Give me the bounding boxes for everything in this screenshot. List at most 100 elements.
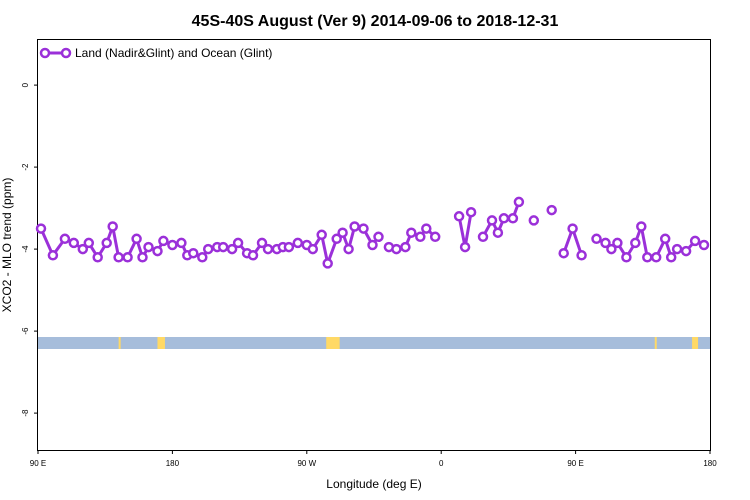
data-point bbox=[358, 223, 369, 234]
x-tick-label: 90 E bbox=[30, 459, 46, 468]
data-point bbox=[77, 243, 89, 255]
land-patch bbox=[118, 337, 121, 349]
data-point bbox=[152, 245, 163, 257]
data-point bbox=[513, 196, 525, 208]
data-point bbox=[486, 215, 498, 226]
data-point bbox=[107, 221, 118, 232]
data-point bbox=[630, 237, 641, 249]
x-tick-label: 90 E bbox=[567, 459, 583, 468]
data-point bbox=[606, 243, 617, 255]
data-point bbox=[331, 233, 342, 245]
data-point bbox=[650, 252, 662, 263]
y-tick-label: -6 bbox=[21, 327, 30, 335]
data-point bbox=[343, 243, 354, 255]
data-point bbox=[59, 233, 71, 245]
data-point bbox=[621, 252, 632, 263]
data-point bbox=[507, 213, 519, 224]
data-point bbox=[465, 206, 477, 218]
y-tick-label: -8 bbox=[21, 409, 30, 417]
land-patch bbox=[326, 337, 340, 349]
data-point bbox=[665, 252, 677, 263]
plot-border bbox=[37, 39, 711, 451]
land-patch bbox=[692, 337, 699, 349]
data-point bbox=[292, 237, 304, 249]
data-point bbox=[492, 227, 504, 238]
data-point bbox=[283, 241, 295, 253]
data-point bbox=[567, 223, 578, 234]
data-point bbox=[349, 221, 360, 232]
x-tick-label: 0 bbox=[439, 459, 444, 468]
data-point bbox=[528, 215, 540, 226]
series-layer bbox=[35, 196, 710, 269]
data-point bbox=[477, 231, 489, 243]
ocean-band bbox=[38, 337, 710, 349]
plot-area bbox=[37, 39, 711, 451]
data-point bbox=[176, 237, 187, 249]
data-point bbox=[137, 252, 148, 263]
data-point bbox=[546, 204, 557, 216]
data-point bbox=[113, 252, 124, 263]
y-tick-label: -4 bbox=[21, 245, 30, 253]
data-point bbox=[188, 247, 199, 259]
data-point bbox=[158, 235, 169, 247]
data-point bbox=[698, 239, 710, 251]
data-point bbox=[429, 231, 441, 243]
data-point bbox=[636, 221, 647, 232]
data-point bbox=[642, 252, 653, 263]
y-axis-label: XCO2 - MLO trend (ppm) bbox=[0, 178, 14, 313]
data-point bbox=[391, 243, 402, 255]
legend: Land (Nadir&Glint) and Ocean (Glint) bbox=[39, 46, 272, 60]
data-point bbox=[122, 252, 133, 263]
data-point bbox=[226, 243, 238, 255]
map-strip bbox=[38, 337, 710, 349]
data-point bbox=[421, 223, 432, 234]
data-point bbox=[406, 227, 417, 238]
data-point bbox=[232, 237, 244, 249]
data-point bbox=[415, 231, 426, 243]
data-point bbox=[671, 243, 683, 255]
land-patch bbox=[654, 337, 657, 349]
data-point bbox=[337, 227, 348, 238]
data-point bbox=[83, 237, 95, 249]
data-point bbox=[131, 233, 142, 245]
x-axis-label: Longitude (deg E) bbox=[326, 477, 421, 491]
data-point bbox=[197, 252, 208, 263]
x-axis: 90 E 180 90 W 0 90 E 180 bbox=[30, 450, 717, 468]
data-point bbox=[558, 247, 569, 259]
data-point bbox=[92, 252, 103, 263]
data-point bbox=[680, 245, 692, 257]
data-point bbox=[659, 233, 671, 245]
data-point bbox=[400, 241, 411, 253]
data-point bbox=[591, 233, 602, 245]
data-point bbox=[35, 223, 47, 234]
legend-label: Land (Nadir&Glint) and Ocean (Glint) bbox=[75, 46, 272, 60]
data-point bbox=[600, 237, 611, 249]
data-point bbox=[262, 243, 274, 255]
y-axis: 0 -2 -4 -6 -8 bbox=[21, 82, 38, 417]
legend-marker-left bbox=[39, 47, 51, 59]
data-point bbox=[307, 243, 319, 255]
data-point bbox=[367, 239, 378, 251]
data-point bbox=[576, 250, 587, 261]
data-point bbox=[322, 258, 333, 269]
data-point bbox=[316, 229, 327, 241]
data-point bbox=[202, 243, 214, 255]
x-tick-label: 90 W bbox=[297, 459, 316, 468]
data-point bbox=[498, 213, 510, 224]
data-point bbox=[47, 250, 59, 261]
legend-marker-right bbox=[60, 47, 72, 59]
x-tick-label: 180 bbox=[166, 459, 180, 468]
data-point bbox=[689, 235, 701, 247]
data-point bbox=[453, 211, 465, 222]
chart-title: 45S-40S August (Ver 9) 2014-09-06 to 201… bbox=[192, 13, 559, 30]
data-point bbox=[68, 237, 80, 249]
data-point bbox=[167, 239, 178, 251]
data-point bbox=[143, 241, 154, 253]
data-point bbox=[247, 250, 259, 261]
data-point bbox=[612, 237, 623, 249]
data-point bbox=[217, 241, 229, 253]
y-tick-label: 0 bbox=[21, 82, 30, 87]
y-tick-label: -2 bbox=[21, 163, 30, 171]
land-patch bbox=[157, 337, 165, 349]
